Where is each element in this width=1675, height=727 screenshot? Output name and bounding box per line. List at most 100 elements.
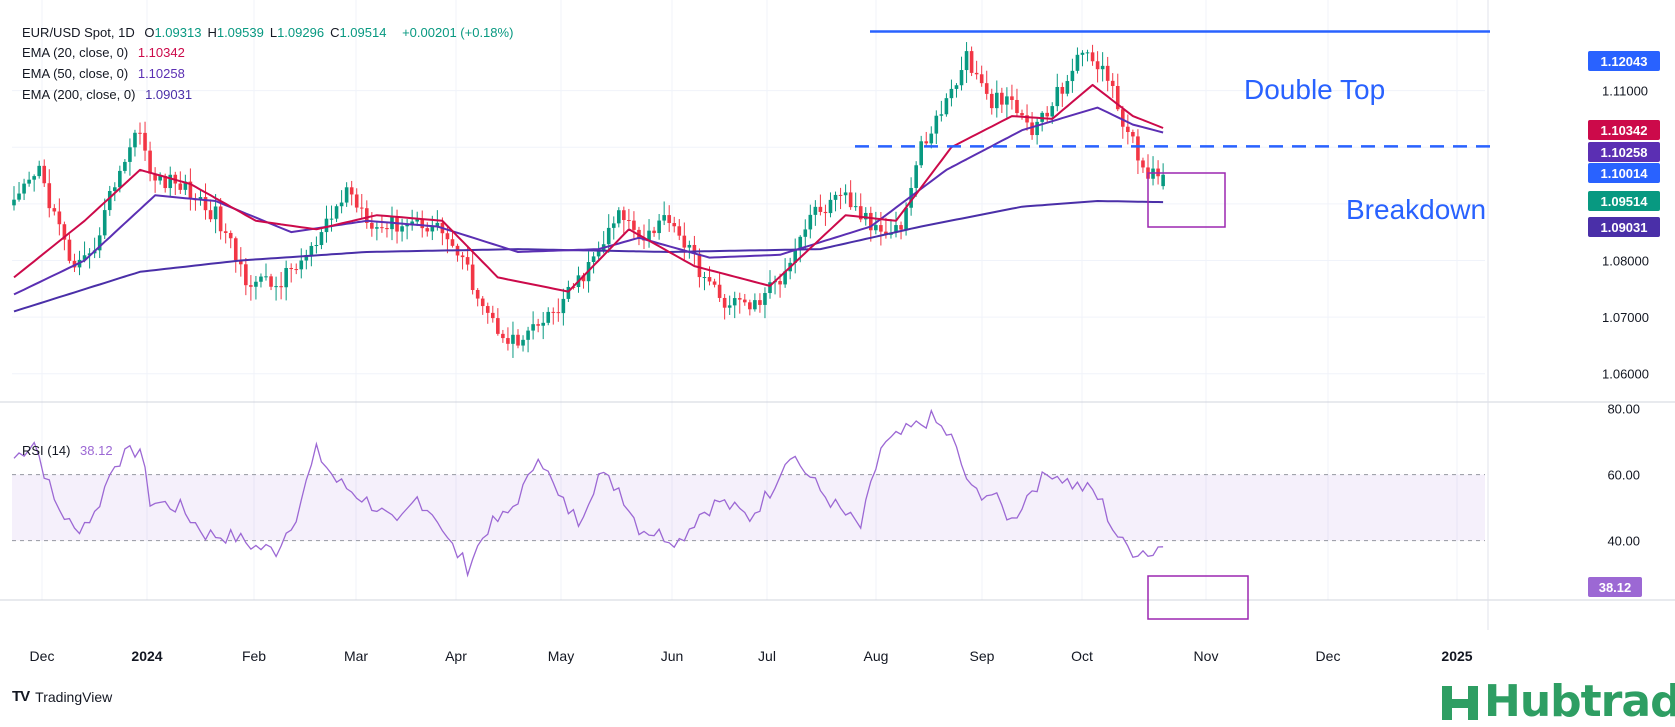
candle-body [163,175,167,189]
time-axis-label: Dec [30,648,55,664]
ohlc-key-H: H [207,25,217,40]
candle-body [838,194,843,196]
price-axis-label: 1.11000 [1602,84,1648,99]
candle-body [385,228,389,230]
candle-body [450,239,455,246]
rsi-line [13,408,1164,578]
candle-body [1085,52,1090,54]
candle-body [465,257,470,265]
candle-body [863,212,868,220]
candle-body [1115,85,1120,110]
candle-body [228,232,233,239]
candle-body [1045,112,1049,117]
candle-body [672,223,677,227]
ema-lines [13,83,1164,313]
candle-body [702,277,707,279]
candle-body [1020,113,1024,116]
rsi-axis-label: 60.00 [1607,468,1640,483]
candle-body [758,300,762,305]
candle-body [783,271,787,285]
candle-body [254,281,258,287]
candle-body [899,225,903,230]
change-value: +0.00201 (+0.18%) [402,25,514,40]
double-top-label: Double Top [1244,74,1385,105]
tradingview-label: TradingView [35,688,113,705]
candle-body [1136,136,1140,161]
candle-body [939,114,944,116]
time-axis-label: Jun [661,648,684,664]
candle-body [848,192,853,208]
candle-body [1030,122,1034,136]
candle-body [82,255,87,260]
candle-body [143,132,147,151]
candle-body [531,324,535,331]
ema50-label: EMA (50, close, 0) [22,66,129,81]
candle-body [359,207,364,209]
legend-ema50: EMA (50, close, 0) 1.10258 [22,66,191,81]
candle-body [823,211,828,214]
candle-body [22,183,26,194]
candle-body [511,334,515,344]
rsi-tag-text: 38.12 [1599,580,1632,595]
candle-body [133,132,137,148]
candle-body [365,208,369,223]
candle-body [244,264,248,286]
candle-body [97,235,102,251]
candle-body [370,222,374,229]
candle-body [1070,70,1075,82]
candle-body [662,215,666,221]
rsi-axis-label: 80.00 [1607,402,1640,417]
candle-body [914,165,918,188]
candle-body [405,224,409,227]
candle-body [400,226,404,232]
candle-body [1161,174,1165,187]
candle-body [27,179,31,184]
candle-body [491,312,495,319]
candle-body [874,225,878,231]
candle-body [324,218,329,233]
candle-body [551,311,556,313]
time-axis-label: Feb [242,648,266,664]
candle-body [32,176,36,180]
ema200-value: 1.09031 [145,87,193,102]
candle-body [924,141,929,144]
candle-body [506,338,510,344]
candle-body [1121,109,1125,127]
candle-body [284,267,288,288]
candle-body [954,85,959,89]
candle-body [717,284,722,298]
axis-labels: 1.06000 1.07000 1.08000 1.11000 80.00 60.00 40… [30,84,1649,664]
candle-body [894,225,898,233]
candle-body [627,220,631,222]
candle-body [501,333,505,339]
candle-body [753,300,757,310]
candle-body [647,230,651,241]
ema200-label: EMA (200, close, 0) [22,87,136,102]
candle-body [425,228,430,232]
candle-body [460,255,465,258]
candle-body [12,199,16,206]
candle-body [1126,126,1130,133]
candle-body [536,324,540,326]
price-grid [0,0,1675,630]
tradingview-brand[interactable]: TV TradingView [12,688,112,705]
candle-body [168,174,173,189]
candle-body [793,250,797,263]
candle-body [118,170,122,188]
candle-body [1090,52,1095,62]
candle-body [622,210,626,221]
candle-body [546,311,551,323]
ema20-line [13,83,1164,293]
candle-body [1141,160,1145,168]
candle-body [183,181,188,190]
price-tag-text: 1.12043 [1601,54,1648,69]
candle-body [107,191,112,211]
candle-body [62,224,67,240]
candle-body [763,293,767,305]
candle-body [128,147,132,162]
time-axis-label: 2024 [131,648,162,664]
candle-body [611,223,616,228]
price-axis-label: 1.07000 [1602,310,1649,325]
candle-body [722,297,727,308]
